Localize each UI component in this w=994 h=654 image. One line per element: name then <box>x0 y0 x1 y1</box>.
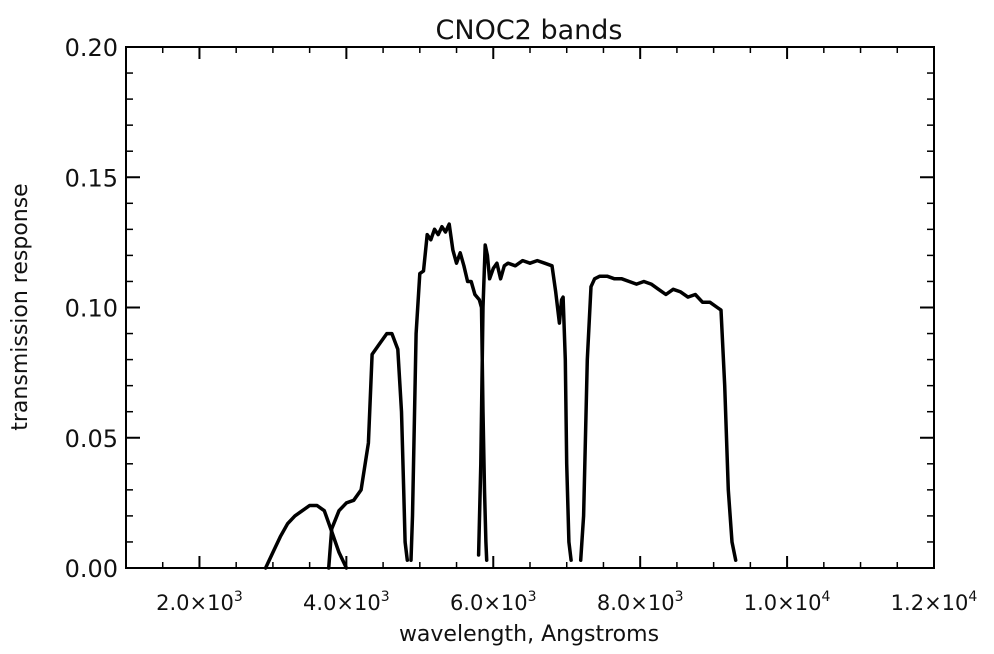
x-tick-label: 4.0×103 <box>303 589 390 615</box>
y-tick-label: 0.00 <box>65 555 118 583</box>
x-tick-label-base: 4.0×10 <box>303 591 381 615</box>
x-axis-ticks: 2.0×103 4.0×103 6.0×103 8.0×103 1.0×104 1.2×1… <box>156 47 977 615</box>
band-curve-4 <box>476 243 573 562</box>
x-tick-label-exponent: 3 <box>381 589 390 605</box>
series-layer <box>263 222 738 570</box>
band-curve-2 <box>326 331 410 570</box>
plot-frame <box>125 46 935 569</box>
y-tick-label: 0.10 <box>65 295 118 323</box>
x-tick-label: 2.0×103 <box>156 589 243 615</box>
x-tick-label-exponent: 4 <box>821 589 830 605</box>
y-axis-label: transmission response <box>8 183 33 430</box>
x-tick-label-base: 8.0×10 <box>597 591 675 615</box>
x-axis-label: wavelength, Angstroms <box>399 622 659 647</box>
band-curve-1 <box>263 503 349 570</box>
chart-title: CNOC2 bands <box>436 15 623 46</box>
x-tick-label-exponent: 3 <box>528 589 537 605</box>
x-tick-label-base: 1.2×10 <box>891 591 969 615</box>
x-tick-label: 6.0×103 <box>450 589 537 615</box>
band-curve-5 <box>578 274 738 562</box>
x-tick-label-exponent: 3 <box>675 589 684 605</box>
y-tick-label: 0.20 <box>65 34 118 62</box>
x-tick-label: 1.2×104 <box>891 589 978 615</box>
x-tick-label-base: 1.0×10 <box>744 591 822 615</box>
x-tick-label-base: 2.0×10 <box>156 591 234 615</box>
x-tick-label: 1.0×104 <box>744 589 831 615</box>
y-tick-label: 0.05 <box>65 425 118 453</box>
band-curve-3 <box>409 222 489 562</box>
y-axis-ticks: 0.00 0.05 0.10 0.15 0.20 <box>65 34 934 583</box>
y-tick-label: 0.15 <box>65 164 118 192</box>
x-tick-label-exponent: 4 <box>968 589 977 605</box>
x-tick-label-exponent: 3 <box>234 589 243 605</box>
x-tick-label-base: 6.0×10 <box>450 591 528 615</box>
x-tick-label: 8.0×103 <box>597 589 684 615</box>
